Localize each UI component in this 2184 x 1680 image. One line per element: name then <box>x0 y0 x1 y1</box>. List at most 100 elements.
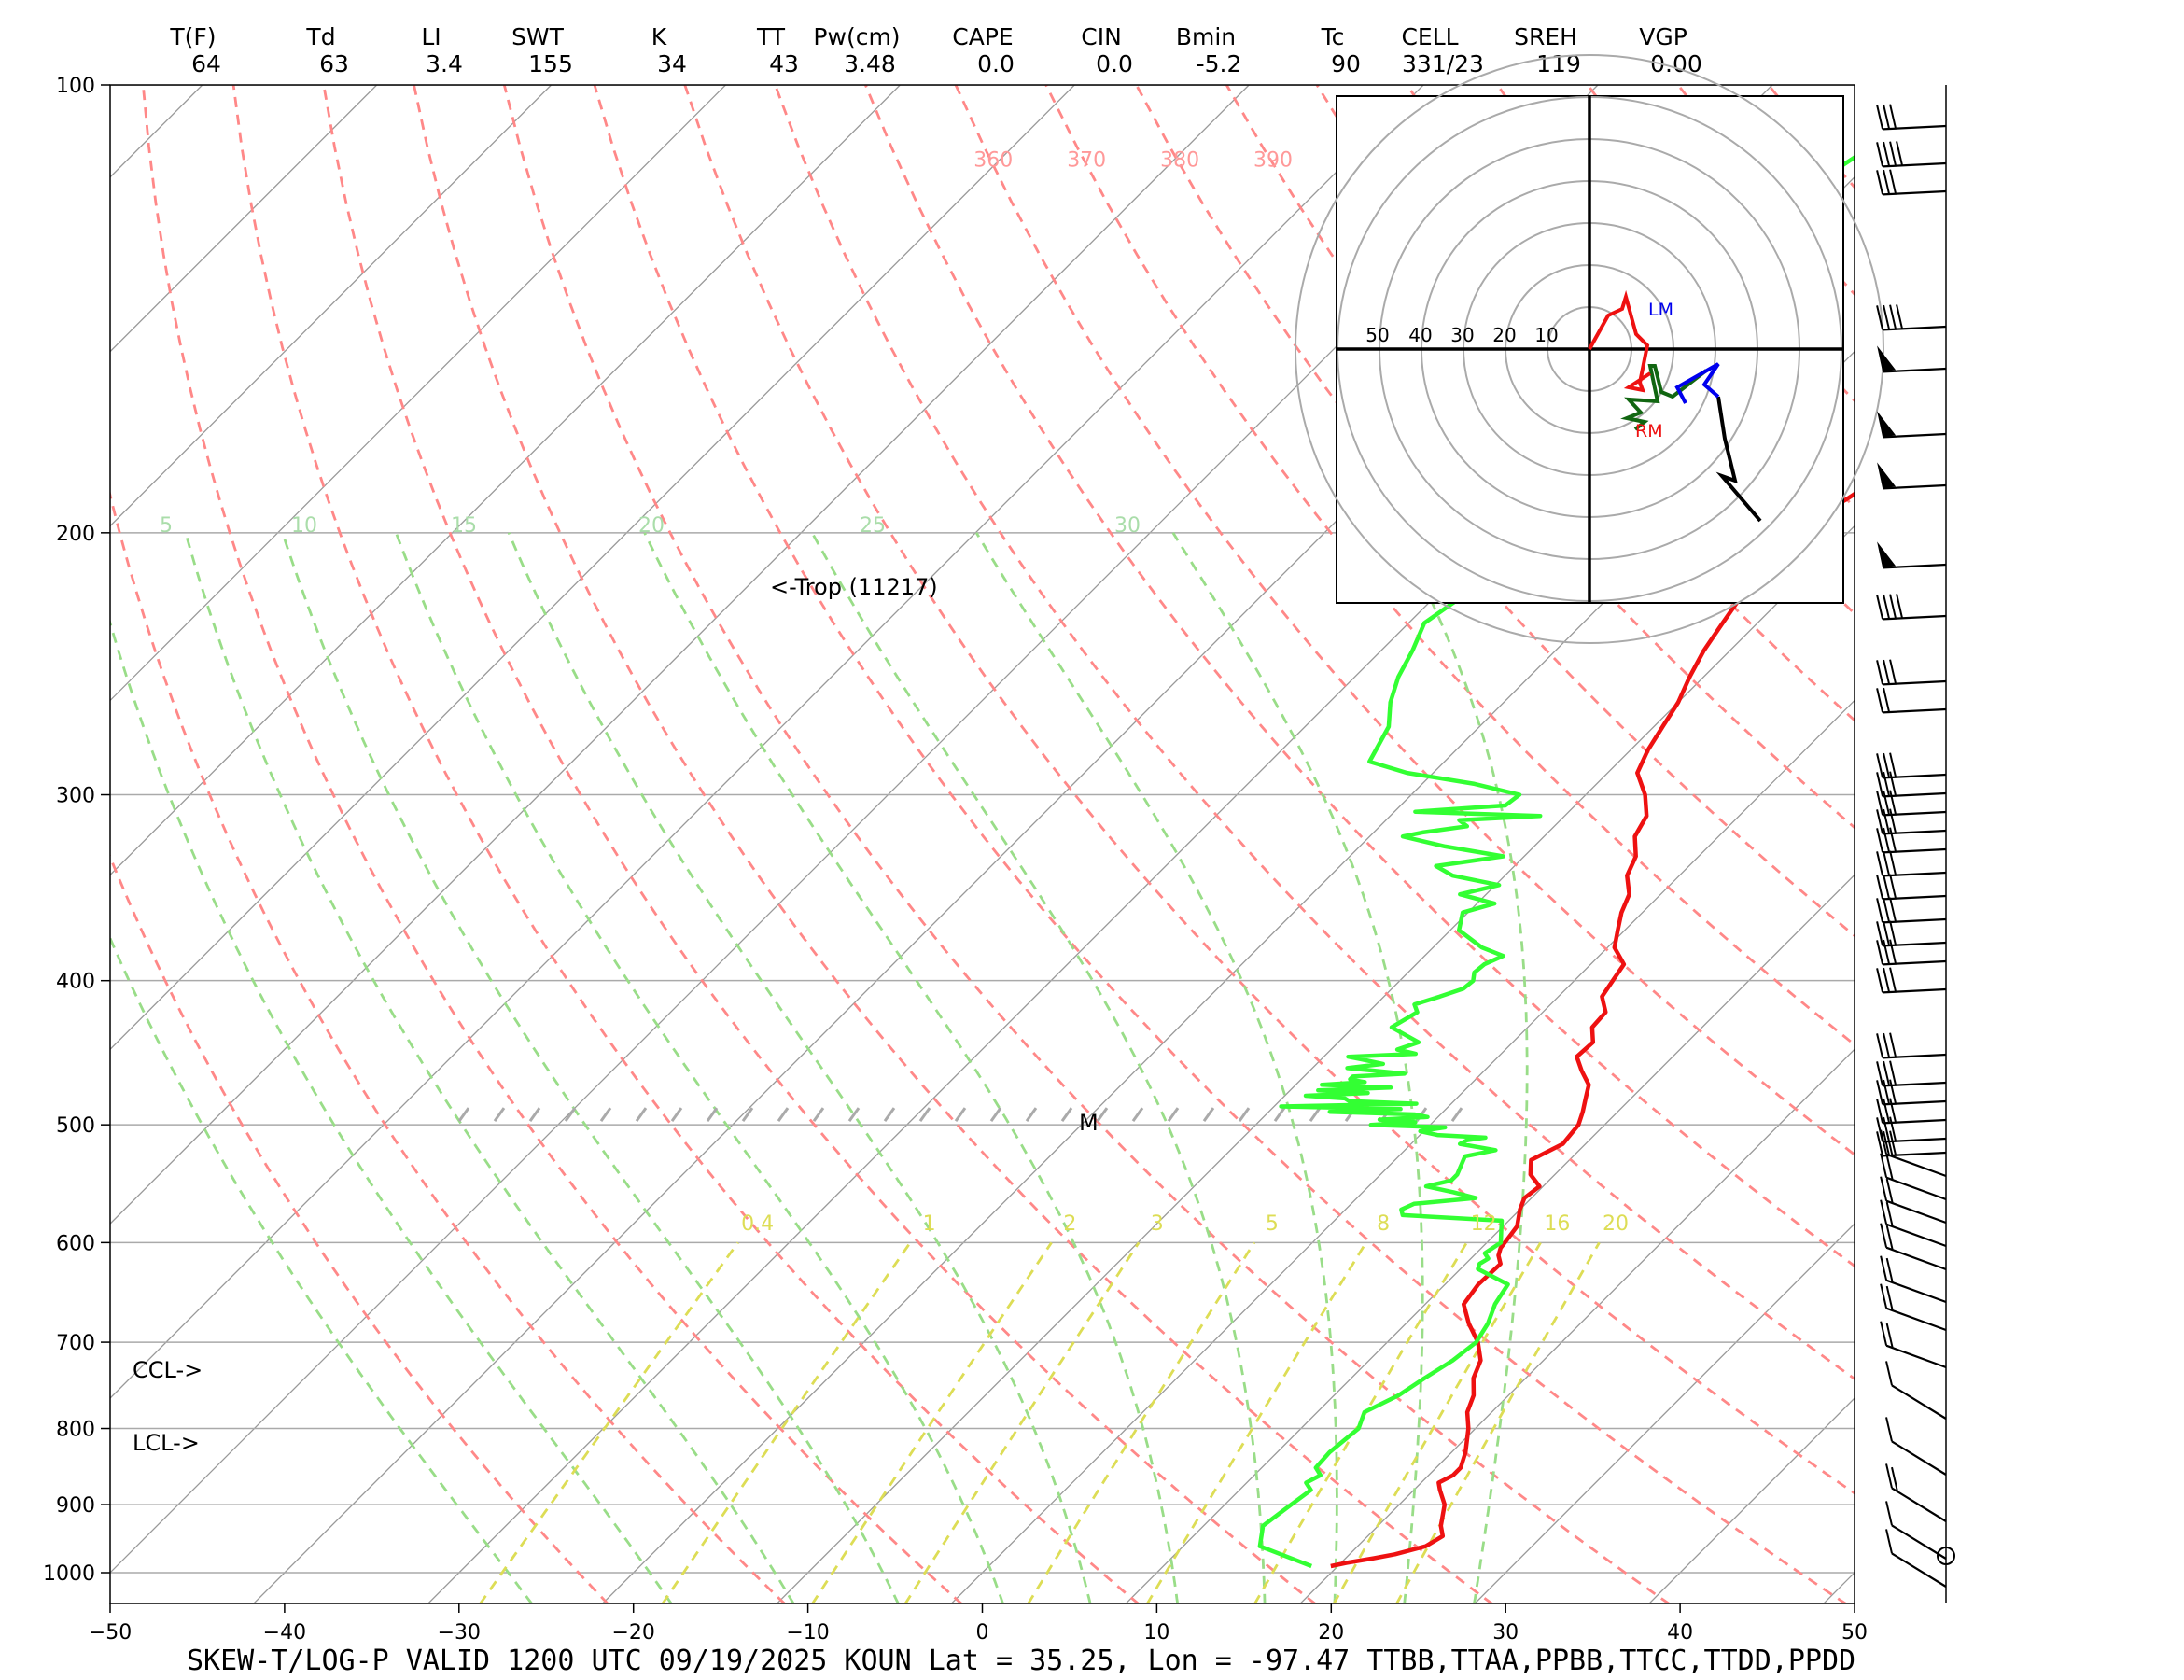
wind-barb-feather <box>1889 771 1897 796</box>
theta-label: 370 <box>1067 148 1106 172</box>
isotherm-line <box>110 85 1250 1225</box>
wind-barb-feather <box>1889 141 1897 166</box>
hodograph-inset: 50 40 30 20 10 LM RM <box>1295 54 1884 644</box>
wind-barb-feather <box>1885 1201 1894 1227</box>
wind-barb-feather <box>1880 1283 1888 1309</box>
freezing-level-tick <box>918 1107 931 1123</box>
wind-barb-staff <box>1883 894 1947 901</box>
wind-barb-feather <box>1889 790 1897 815</box>
wind-barb-staff <box>1885 1199 1947 1225</box>
freezing-level-tick <box>777 1107 790 1123</box>
wind-barb-feather <box>1883 304 1891 330</box>
theta-label: 390 <box>1253 148 1293 172</box>
freezing-level-tick <box>741 1107 754 1123</box>
index-value-3: 155 <box>528 50 573 77</box>
hodograph-ring-label: 50 <box>1365 324 1389 346</box>
freezing-level-tick <box>1273 1107 1286 1123</box>
theta-label: 360 <box>973 148 1013 172</box>
wind-barb-staff <box>1891 1440 1947 1476</box>
wind-barb-feather <box>1896 594 1904 619</box>
index-value-12: 119 <box>1536 50 1581 77</box>
dry-adiabat-line <box>1858 85 2184 1604</box>
freezing-level-tick <box>635 1107 648 1123</box>
moist-adiabat-line <box>1171 532 1424 1603</box>
index-name-7: CAPE <box>952 23 1013 50</box>
dry-adiabat-line <box>593 85 1848 1603</box>
y-tick-label: 500 <box>56 1114 95 1138</box>
wind-barb-staff <box>1891 1384 1947 1420</box>
moist-adiabat-line <box>184 532 795 1603</box>
lcl-label: LCL-> <box>133 1430 200 1456</box>
mixing-ratio-line <box>478 1241 739 1603</box>
wind-barb-feather <box>1876 1080 1884 1105</box>
dry-adiabat-line <box>683 85 1855 1495</box>
wind-barb-feather <box>1889 874 1897 899</box>
dewpoint-profile <box>1257 155 1855 1569</box>
wind-barb-flag <box>1877 462 1897 489</box>
wind-barb-flag <box>1877 541 1897 568</box>
wind-barb-staff <box>1883 917 1947 924</box>
temperature-profile <box>1330 491 1855 1569</box>
wind-barb-feather <box>1880 1255 1888 1281</box>
moist-adiabat-line <box>810 532 1267 1603</box>
wind-barb-feather <box>1880 1223 1888 1248</box>
wind-barb-feather <box>1880 1153 1888 1178</box>
hodograph-ring-label: 20 <box>1492 324 1516 346</box>
isotherm-line <box>110 85 553 527</box>
wind-barb-staff <box>1883 987 1947 994</box>
index-name-5: TT <box>756 23 786 50</box>
dry-adiabat-line <box>322 85 1317 1603</box>
moist-adiabat-label: 15 <box>451 514 477 538</box>
wind-barb-feather <box>1889 104 1897 129</box>
y-tick-label: 1000 <box>43 1562 95 1586</box>
footer-valid-time: SKEW-T/LOG-P VALID 1200 UTC 09/19/2025 K… <box>187 1645 1855 1677</box>
wind-barb-feather <box>1891 1466 1898 1492</box>
wind-barb-feather <box>1883 939 1891 965</box>
wind-barb-feather <box>1883 104 1891 130</box>
wind-barb-staff <box>1883 791 1947 798</box>
wind-barb-feather <box>1889 939 1897 964</box>
wind-barb-feather <box>1883 827 1891 853</box>
wind-barb-feather <box>1889 169 1897 194</box>
moist-adiabat-line <box>1396 532 1529 1603</box>
isotherm-line <box>1125 874 1855 1603</box>
hodograph-ring-labels: 50 40 30 20 10 <box>1365 324 1558 346</box>
wind-barb-staff <box>1883 847 1947 854</box>
index-name-4: K <box>651 23 667 50</box>
dry-adiabat-line <box>1225 85 1855 830</box>
wind-barb-feather <box>1883 659 1891 685</box>
index-name-1: Td <box>305 23 335 50</box>
wind-barb-feather <box>1883 967 1891 993</box>
wind-barb-feather <box>1876 828 1884 853</box>
freezing-level-tick <box>1450 1107 1463 1123</box>
wind-barb-feather <box>1883 920 1891 946</box>
moist-adiabat-line <box>974 532 1338 1603</box>
index-name-3: SWT <box>511 23 565 50</box>
y-tick-label: 800 <box>56 1419 95 1442</box>
hodograph-ring-label: 30 <box>1450 324 1474 346</box>
wind-barb-staff <box>1883 614 1947 621</box>
index-value-7: 0.0 <box>977 50 1015 77</box>
mixing-ratio-label: 1 <box>923 1212 936 1236</box>
dry-adiabat-line <box>1135 85 1855 938</box>
freezing-level-tick <box>1131 1107 1144 1123</box>
freezing-level-tick <box>457 1107 470 1123</box>
wind-barb-feather <box>1889 304 1897 329</box>
wind-barb-feather <box>1883 790 1891 816</box>
y-tick-label: 900 <box>56 1494 95 1518</box>
index-value-8: 0.0 <box>1096 50 1133 77</box>
wind-barb-feather <box>1896 141 1904 166</box>
wind-barb-feather <box>1885 1285 1894 1311</box>
mixing-ratio-label: 12 <box>1471 1212 1497 1236</box>
wind-barb-staff <box>1891 1552 1947 1588</box>
mixing-ratio-line <box>1145 1241 1367 1603</box>
freezing-level-tick <box>989 1107 1002 1123</box>
wind-barb-staff <box>1883 773 1947 779</box>
y-tick-label: 200 <box>56 523 95 546</box>
freezing-level-tick <box>1060 1107 1073 1123</box>
hodograph-trace-upper <box>1715 396 1762 523</box>
wind-barb-feather <box>1889 1098 1897 1123</box>
index-name-9: Bmin <box>1176 23 1236 50</box>
wind-barb-flag <box>1877 411 1897 438</box>
index-name-2: LI <box>421 23 441 50</box>
